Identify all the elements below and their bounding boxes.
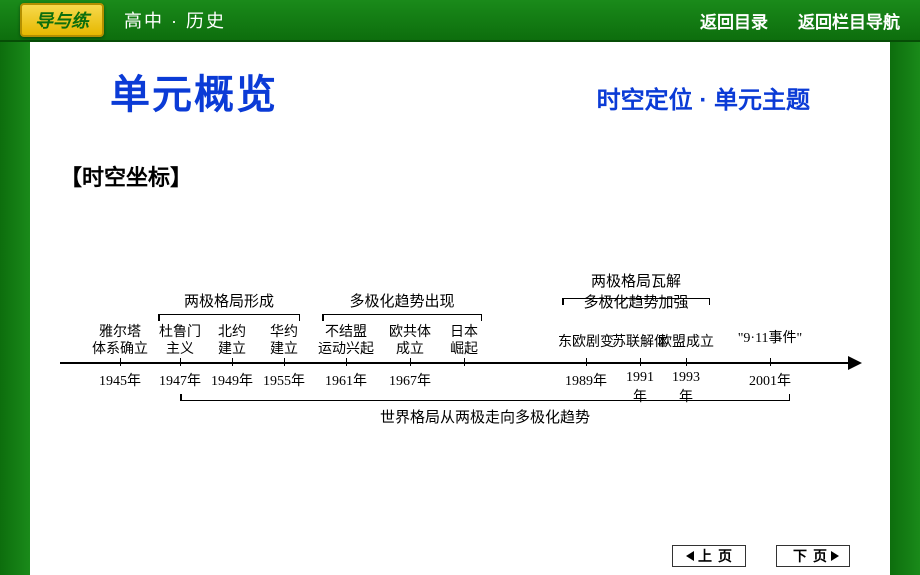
timeline-tick <box>770 358 771 366</box>
timeline-tick <box>120 358 121 366</box>
event-line1: 雅尔塔 <box>90 324 150 341</box>
event-line2: 主义 <box>150 341 210 358</box>
bottom-bracket <box>180 400 790 401</box>
title-row: 单元概览 时空定位 · 单元主题 <box>30 62 890 120</box>
sub-title: 时空定位 · 单元主题 <box>597 80 810 115</box>
group-bracket <box>322 314 482 315</box>
subject-label: 高中 · 历史 <box>124 7 226 33</box>
nav-return-section[interactable]: 返回栏目导航 <box>798 8 900 33</box>
timeline-tick <box>284 358 285 366</box>
timeline-tick <box>686 358 687 366</box>
timeline-tick <box>640 358 641 366</box>
group-bracket <box>158 314 300 315</box>
event-line1: 杜鲁门 <box>150 324 210 341</box>
section-label: 【时空坐标】 <box>60 160 890 192</box>
timeline-diagram: 两极格局形成多极化趋势出现两极格局瓦解多极化趋势加强雅尔塔体系确立1945年杜鲁… <box>60 252 860 432</box>
footer-buttons: 上页 下页 <box>672 545 850 567</box>
side-border-left <box>0 42 30 575</box>
logo-badge: 导与练 <box>20 3 104 37</box>
side-border-right <box>890 42 920 575</box>
timeline-year: 1989年 <box>562 370 610 390</box>
timeline-event: 日本崛起 <box>434 324 494 358</box>
group-label: 两极格局瓦解多极化趋势加强 <box>576 270 696 312</box>
event-line2: 建立 <box>254 341 314 358</box>
event-line2: 体系确立 <box>90 341 150 358</box>
timeline-tick <box>232 358 233 366</box>
event-line1: 不结盟 <box>316 324 376 341</box>
event-line1: "9·11事件" <box>725 330 815 347</box>
content-area: 单元概览 时空定位 · 单元主题 【时空坐标】 两极格局形成 多极化趋势出现 两极格… <box>30 42 890 575</box>
event-line2: 成立 <box>380 341 440 358</box>
timeline-tick <box>180 358 181 366</box>
event-line2: 运动兴起 <box>316 341 376 358</box>
timeline-event: 华约建立 <box>254 324 314 358</box>
timeline-year: 1955年 <box>260 370 308 390</box>
nav-return-toc[interactable]: 返回目录 <box>700 8 768 33</box>
event-line2: 建立 <box>202 341 262 358</box>
event-line2: 崛起 <box>434 341 494 358</box>
next-page-button[interactable]: 下页 <box>776 545 850 567</box>
timeline-year: 1967年 <box>386 370 434 390</box>
timeline-tick <box>464 358 465 366</box>
header-bar: 导与练 高中 · 历史 返回目录 返回栏目导航 <box>0 0 920 42</box>
timeline-year: 1949年 <box>208 370 256 390</box>
timeline-event: "9·11事件" <box>725 330 815 347</box>
timeline-year: 1961年 <box>322 370 370 390</box>
timeline-event: 不结盟运动兴起 <box>316 324 376 358</box>
bottom-group-label: 世界格局从两极走向多极化趋势 <box>375 406 595 427</box>
timeline-tick <box>346 358 347 366</box>
timeline-event: 雅尔塔体系确立 <box>90 324 150 358</box>
timeline-year: 1947年 <box>156 370 204 390</box>
timeline-event: 欧共体成立 <box>380 324 440 358</box>
group-label: 两极格局形成 <box>169 290 289 311</box>
event-line1: 华约 <box>254 324 314 341</box>
timeline-year: 2001年 <box>746 370 794 390</box>
event-line2: 东欧剧变 <box>556 334 616 351</box>
header-nav: 返回目录 返回栏目导航 <box>700 8 900 33</box>
event-line1: 日本 <box>434 324 494 341</box>
timeline-event: 东欧剧变 <box>556 334 616 351</box>
timeline-arrowhead <box>848 356 862 370</box>
event-line2: 欧盟成立 <box>656 334 716 351</box>
timeline-event: 欧盟成立 <box>656 334 716 351</box>
timeline-tick <box>586 358 587 366</box>
prev-page-button[interactable]: 上页 <box>672 545 746 567</box>
event-line1: 欧共体 <box>380 324 440 341</box>
timeline-event: 北约建立 <box>202 324 262 358</box>
event-line1: 北约 <box>202 324 262 341</box>
unit-title: 单元概览 <box>110 62 278 120</box>
slide-frame: 导与练 高中 · 历史 返回目录 返回栏目导航 单元概览 时空定位 · 单元主题… <box>0 0 920 575</box>
timeline-tick <box>410 358 411 366</box>
timeline-year: 1945年 <box>96 370 144 390</box>
timeline-event: 杜鲁门主义 <box>150 324 210 358</box>
group-label: 多极化趋势出现 <box>342 290 462 311</box>
